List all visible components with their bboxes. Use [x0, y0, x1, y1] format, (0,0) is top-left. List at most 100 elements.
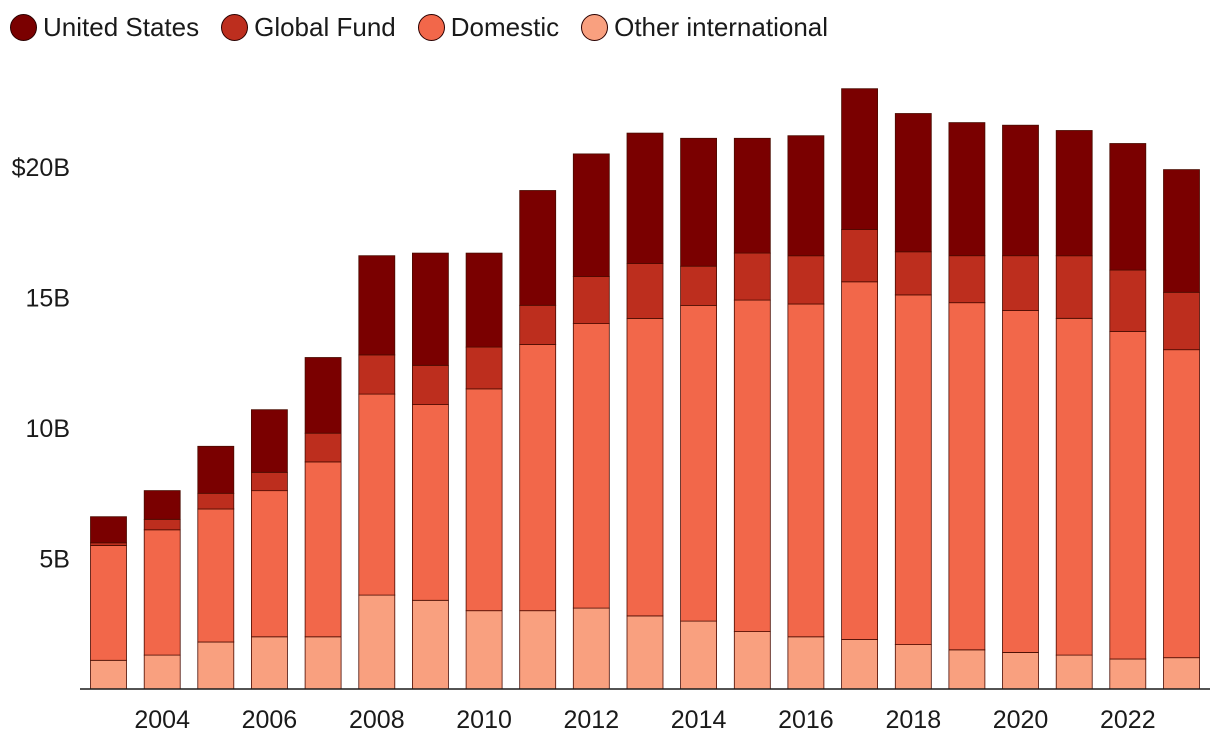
bar-segment-global-fund-2016: [787, 255, 825, 305]
bar-segment-global-fund-2017: [841, 229, 878, 283]
bar-segment-united-states-2014: [680, 137, 717, 267]
bar-segment-other-international-2005: [197, 641, 235, 690]
bar-segment-other-international-2011: [519, 610, 557, 690]
bar-segment-other-international-2019: [948, 649, 986, 690]
x-tick-label-2012: 2012: [563, 706, 619, 734]
legend-label-united-states: United States: [43, 12, 200, 42]
bar-segment-united-states-2010: [465, 252, 503, 348]
bar-segment-global-fund-2022: [1109, 269, 1147, 332]
y-tick-label-15: 15B: [26, 285, 70, 313]
bar-segment-domestic-2019: [948, 302, 986, 651]
bar-segment-other-international-2015: [733, 631, 771, 690]
bar-segment-united-states-2009: [411, 252, 449, 366]
bar-segment-united-states-2003: [90, 516, 127, 544]
bar-segment-domestic-2021: [1055, 317, 1093, 656]
bar-segment-united-states-2021: [1055, 130, 1093, 257]
bar-segment-domestic-2005: [197, 508, 235, 643]
bar-segment-domestic-2011: [519, 344, 557, 612]
bar-segment-global-fund-2008: [358, 354, 396, 395]
bar-segment-united-states-2017: [841, 88, 878, 230]
bar-segment-domestic-2004: [143, 529, 181, 656]
x-tick-label-2010: 2010: [456, 706, 512, 734]
bar-segment-other-international-2023: [1163, 657, 1200, 690]
bar-segment-domestic-2020: [1002, 310, 1039, 653]
bar-segment-domestic-2006: [250, 490, 288, 638]
bar-segment-other-international-2022: [1109, 658, 1147, 690]
bar-segment-united-states-2022: [1109, 143, 1147, 271]
legend-label-other-international: Other international: [614, 12, 829, 42]
x-tick-label-2004: 2004: [134, 706, 190, 734]
bar-segment-united-states-2012: [572, 153, 610, 277]
bar-segment-united-states-2016: [787, 135, 825, 257]
legend-swatch-other-international: [581, 13, 609, 41]
bar-segment-domestic-2013: [626, 317, 664, 617]
bar-segment-united-states-2006: [250, 409, 288, 473]
bar-segment-other-international-2009: [411, 599, 449, 690]
bar-segment-united-states-2023: [1163, 169, 1200, 293]
bar-segment-domestic-2017: [841, 281, 878, 640]
bar-segment-united-states-2011: [519, 190, 557, 306]
bar-segment-other-international-2021: [1055, 654, 1093, 690]
bar-segment-global-fund-2006: [250, 471, 288, 492]
bar-segment-united-states-2018: [894, 113, 932, 253]
bar-segment-united-states-2005: [197, 445, 235, 494]
bar-segment-domestic-2009: [411, 404, 449, 601]
bar-segment-domestic-2003: [90, 545, 127, 661]
bar-segment-domestic-2018: [894, 294, 932, 646]
legend-label-domestic: Domestic: [450, 12, 560, 42]
bar-segment-domestic-2015: [733, 299, 771, 633]
bar-segment-global-fund-2010: [465, 346, 503, 390]
bar-segment-other-international-2012: [572, 607, 610, 690]
bar-segment-global-fund-2019: [948, 255, 986, 304]
bar-segment-domestic-2022: [1109, 330, 1147, 660]
bar-segment-global-fund-2015: [733, 252, 771, 301]
x-tick-label-2014: 2014: [671, 706, 727, 734]
bar-segment-domestic-2014: [680, 304, 717, 622]
x-tick-label-2020: 2020: [993, 706, 1049, 734]
bar-segment-united-states-2007: [304, 357, 342, 434]
legend-item-global-fund: Global Fund: [221, 10, 396, 44]
bar-segment-united-states-2004: [143, 490, 181, 520]
bar-segment-united-states-2015: [733, 137, 771, 254]
bar-segment-global-fund-2013: [626, 263, 664, 319]
y-axis-tick-labels: 5B 10B 15B $20B: [12, 154, 70, 574]
bars-group: [90, 88, 1200, 690]
bar-segment-domestic-2016: [787, 303, 825, 638]
legend-swatch-domestic: [417, 13, 445, 41]
bar-segment-domestic-2023: [1163, 349, 1200, 659]
bar-segment-global-fund-2009: [411, 364, 449, 405]
legend-item-domestic: Domestic: [417, 10, 560, 44]
y-tick-label-10: 10B: [26, 415, 70, 443]
x-tick-label-2006: 2006: [242, 706, 298, 734]
x-tick-label-2022: 2022: [1100, 706, 1156, 734]
x-axis-tick-labels: 2004 2006 2008 2010 2012 2014 2016 2018 2020 2022: [134, 706, 1155, 734]
x-tick-label-2016: 2016: [778, 706, 834, 734]
bar-segment-global-fund-2020: [1002, 255, 1039, 311]
bar-segment-other-international-2016: [787, 636, 825, 690]
bar-segment-other-international-2006: [250, 636, 288, 690]
bar-segment-other-international-2020: [1002, 652, 1039, 690]
bar-segment-united-states-2020: [1002, 124, 1039, 257]
bar-segment-other-international-2007: [304, 636, 342, 690]
bar-segment-global-fund-2014: [680, 265, 717, 306]
legend-label-global-fund: Global Fund: [254, 12, 396, 42]
bar-segment-domestic-2007: [304, 461, 342, 638]
bar-segment-global-fund-2011: [519, 304, 557, 345]
legend-swatch-united-states: [10, 13, 37, 41]
y-tick-label-5: 5B: [39, 546, 70, 574]
bar-segment-other-international-2004: [143, 654, 181, 690]
bar-segment-domestic-2008: [358, 393, 396, 596]
bar-segment-other-international-2010: [465, 610, 503, 690]
x-tick-label-2008: 2008: [349, 706, 405, 734]
bar-segment-domestic-2010: [465, 388, 503, 612]
bar-segment-other-international-2017: [841, 639, 878, 690]
bar-segment-global-fund-2023: [1163, 291, 1200, 351]
bar-segment-global-fund-2004: [143, 519, 181, 531]
bar-segment-global-fund-2007: [304, 432, 342, 463]
bar-segment-other-international-2018: [894, 644, 932, 690]
bar-segment-other-international-2013: [626, 615, 664, 690]
bar-segment-united-states-2013: [626, 132, 664, 265]
bar-segment-united-states-2008: [358, 255, 396, 356]
y-tick-label-20: $20B: [12, 154, 70, 182]
